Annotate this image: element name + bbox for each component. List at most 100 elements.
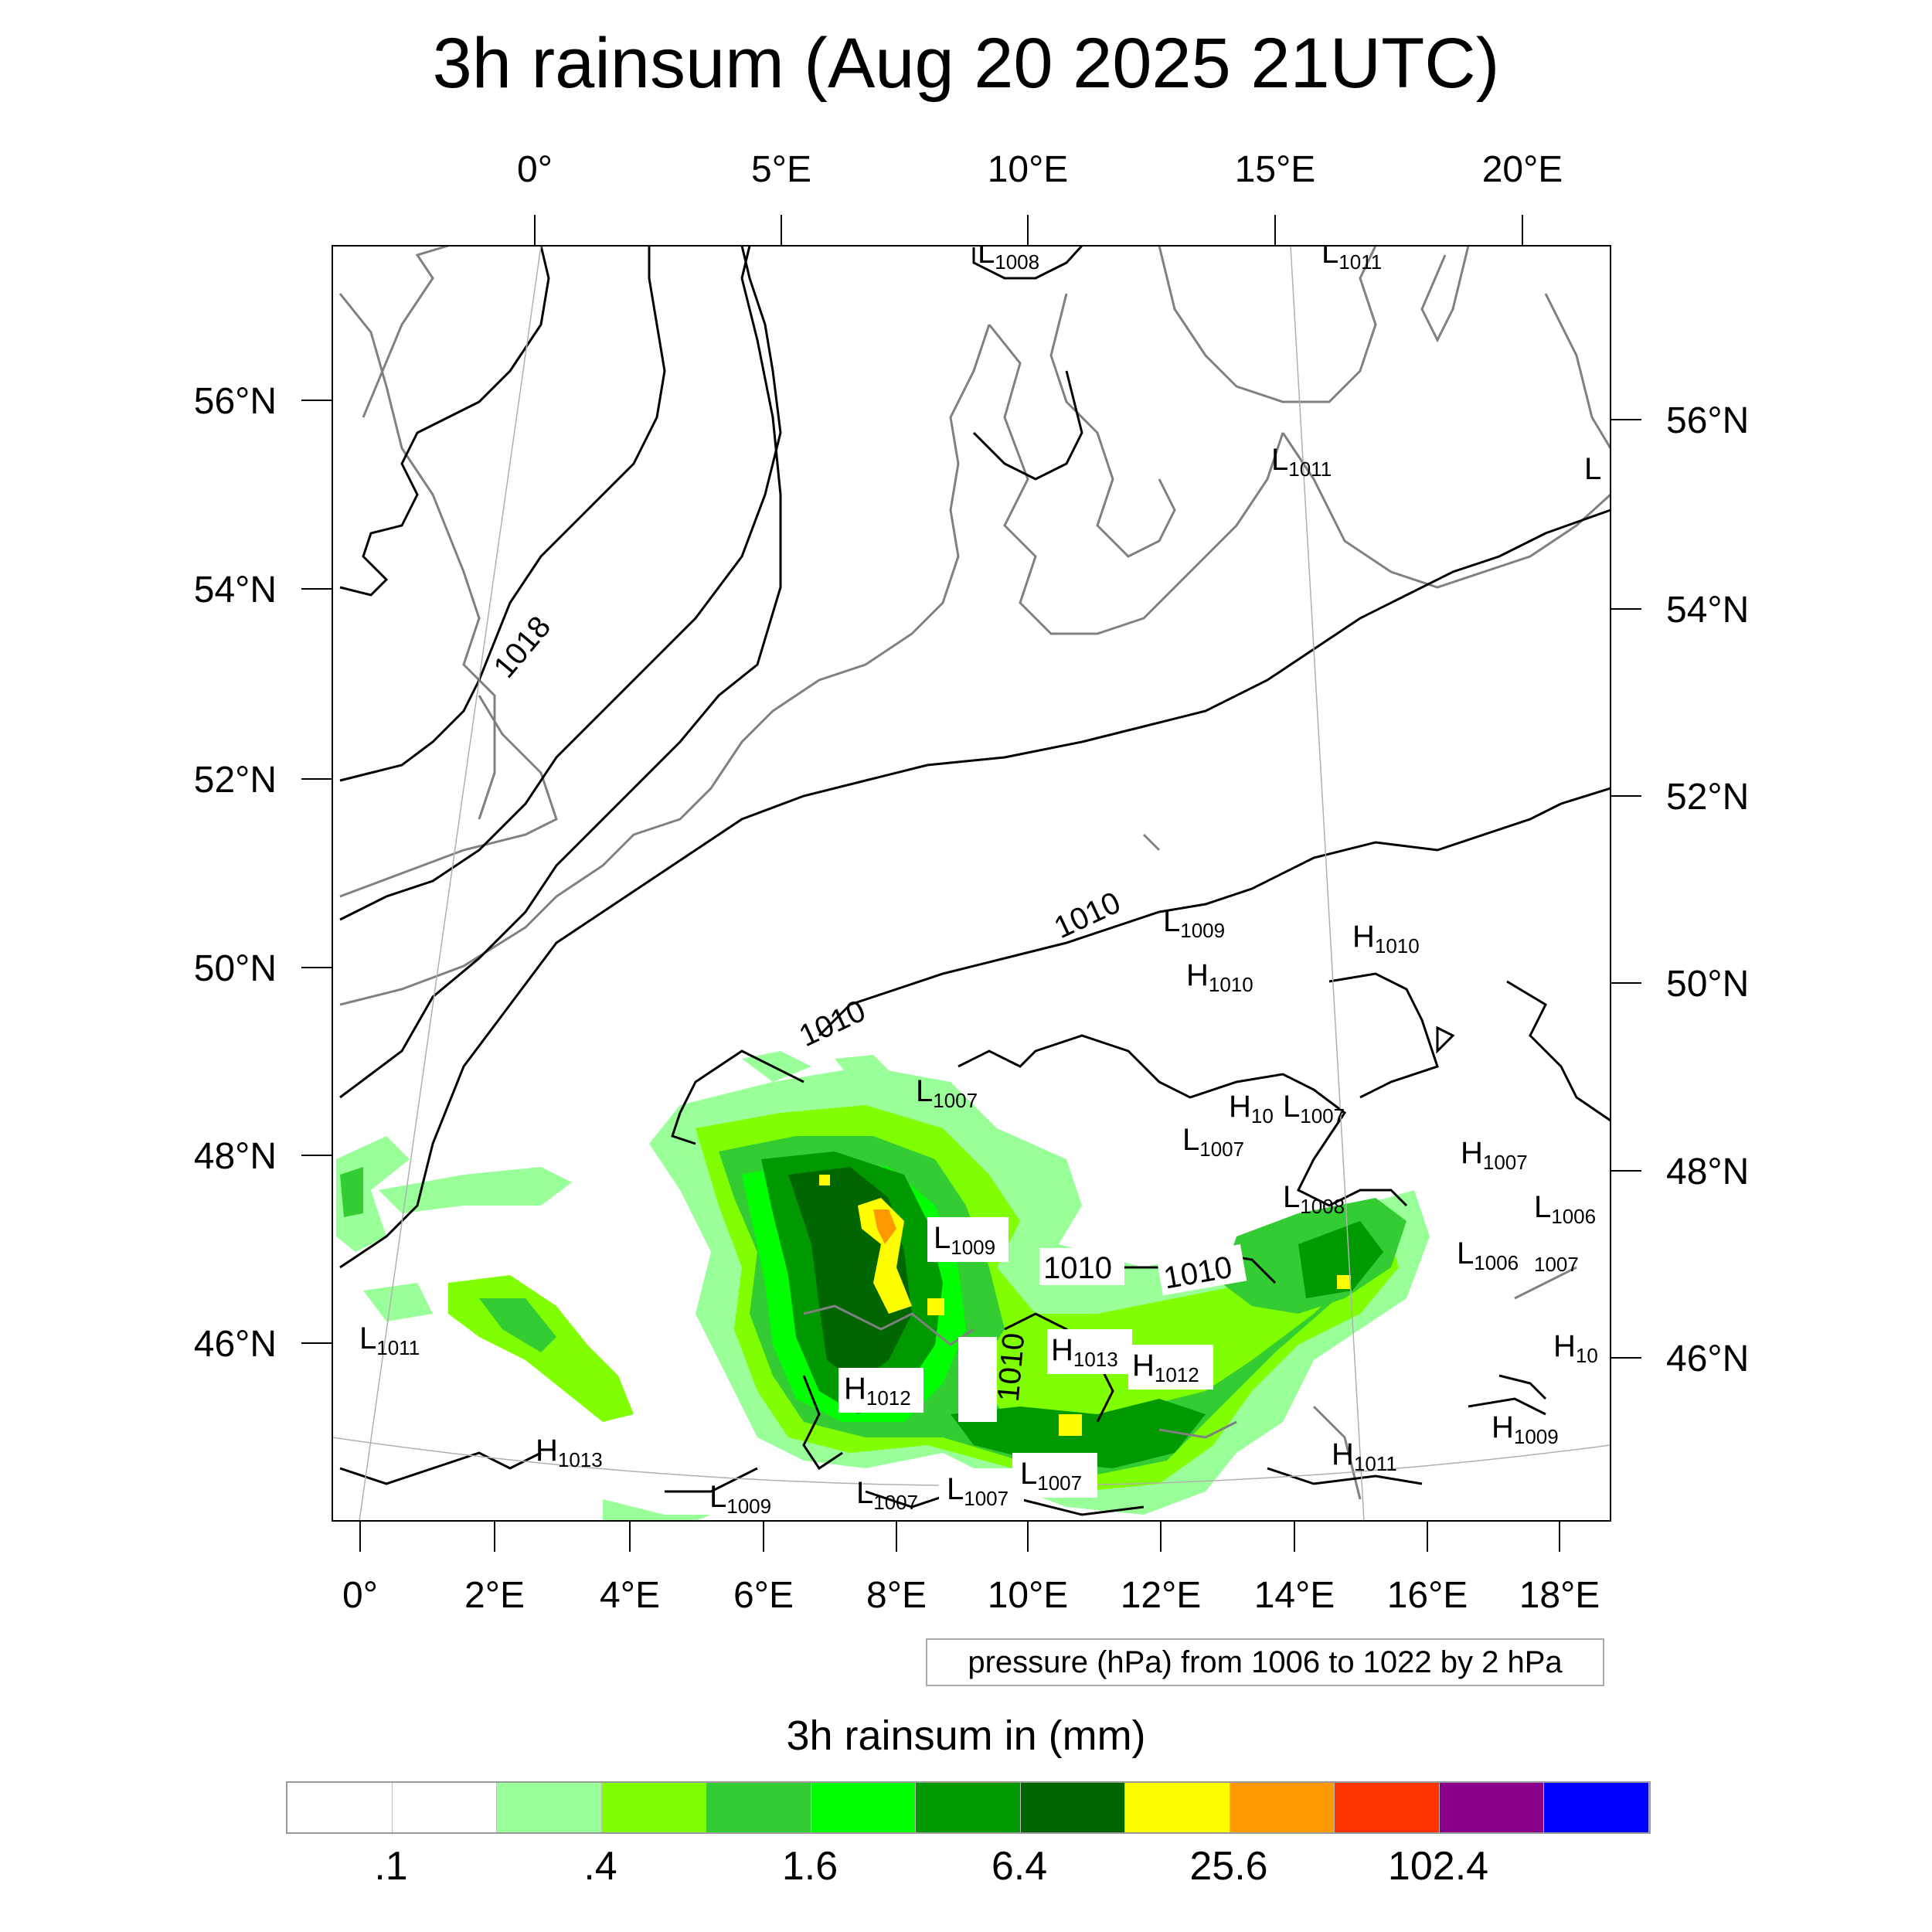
pressure-center: L1007 (1182, 1123, 1244, 1161)
colorbar-box (1020, 1783, 1125, 1832)
contour-label: 1018 (487, 610, 557, 684)
colorbar-box (706, 1783, 811, 1832)
pressure-info-box: pressure (hPa) from 1006 to 1022 by 2 hP… (926, 1638, 1604, 1686)
colorbar-box (287, 1783, 393, 1832)
colorbar-box (1439, 1783, 1544, 1832)
pressure-center: L1011 (1271, 443, 1332, 481)
rain-cell-yellow-3 (927, 1298, 944, 1315)
svg-text:L1007: L1007 (1182, 1123, 1244, 1161)
rain-cell-yellow (858, 1198, 912, 1314)
lat-label: 50°N (1666, 964, 1749, 1005)
colorbar-label: .4 (583, 1844, 617, 1889)
colorbar-box (1125, 1783, 1230, 1832)
svg-text:H1009: H1009 (1492, 1410, 1559, 1448)
pressure-center: H1007 (1461, 1136, 1528, 1174)
contour-label-boxed: 1010 (958, 1332, 1031, 1422)
rain-cell-orange (873, 1209, 896, 1244)
right-lat-labels: 56°N 54°N 52°N 50°N 48°N 46°N (1666, 400, 1749, 1379)
lon-label: 8°E (866, 1575, 927, 1616)
bottom-lon-labels: 0° 2°E 4°E 6°E 8°E 10°E 12°E 14°E 16°E 1… (342, 1575, 1600, 1616)
pressure-center: H1010 (1186, 958, 1253, 996)
pressure-center: L1007 (856, 1476, 918, 1514)
svg-text:L1011: L1011 (359, 1321, 420, 1359)
svg-text:L1008: L1008 (978, 236, 1039, 274)
pressure-center: H1010 (1352, 920, 1420, 957)
svg-text:H1010: H1010 (1352, 920, 1420, 957)
lat-label: 46°N (194, 1324, 277, 1365)
pressure-center: L1011 (359, 1321, 420, 1359)
pressure-center: L1009 (927, 1217, 1009, 1262)
left-lat-labels: 56°N 54°N 52°N 50°N 48°N 46°N (194, 381, 277, 1365)
colorbar-box (392, 1783, 497, 1832)
colorbar-label: 25.6 (1189, 1844, 1268, 1889)
pressure-center: L (1584, 452, 1601, 486)
rain-area-south-2 (603, 1499, 711, 1521)
svg-text:H1012: H1012 (844, 1372, 911, 1410)
lon-label: 0° (342, 1575, 378, 1616)
pressure-center: H1012 (1128, 1345, 1213, 1389)
lon-label: 12°E (1121, 1575, 1202, 1616)
colorbar-box (811, 1783, 916, 1832)
pressure-center: H1009 (1492, 1410, 1559, 1448)
svg-text:H1013: H1013 (1051, 1333, 1118, 1371)
colorbar-box (601, 1783, 706, 1832)
contour-label: 1010 (1043, 1251, 1112, 1285)
svg-text:L1011: L1011 (1321, 236, 1382, 274)
lat-label: 48°N (194, 1136, 277, 1177)
svg-text:L1007: L1007 (1283, 1090, 1345, 1128)
pressure-center: H1011 (1332, 1437, 1397, 1475)
svg-text:H1012: H1012 (1132, 1349, 1199, 1386)
lon-label: 6°E (733, 1575, 794, 1616)
rain-area-north-2 (835, 1055, 889, 1078)
contour-label-boxed: 1010 (1039, 1248, 1124, 1285)
svg-text:L1009: L1009 (709, 1480, 771, 1518)
pressure-center: H1013 (536, 1434, 603, 1471)
lat-label: 56°N (194, 381, 277, 422)
lon-label: 16°E (1387, 1575, 1468, 1616)
svg-text:L1006: L1006 (1457, 1236, 1519, 1274)
pressure-center: L1008 (978, 236, 1039, 274)
svg-text:H1013: H1013 (536, 1434, 603, 1471)
lat-label: 52°N (194, 760, 277, 801)
map-frame (332, 245, 1611, 1522)
rain-cell-yellow-5 (819, 1175, 830, 1185)
lon-label: 5°E (751, 149, 811, 190)
svg-text:L1009: L1009 (1163, 904, 1225, 942)
colorbar-box (1230, 1783, 1335, 1832)
rain-area-west-3b (479, 1298, 556, 1352)
tick-marks (301, 215, 1641, 1552)
svg-text:L: L (1584, 452, 1601, 486)
contour-label: 1010 (794, 994, 870, 1053)
lat-label: 54°N (1666, 590, 1749, 631)
colorbar (286, 1781, 1651, 1834)
lon-label: 10°E (988, 1575, 1069, 1616)
pressure-center: L1009 (1163, 904, 1225, 942)
top-lon-labels: 0° 5°E 10°E 15°E 20°E (517, 149, 1563, 190)
svg-text:L1007: L1007 (916, 1074, 978, 1112)
lon-label: 14°E (1254, 1575, 1335, 1616)
svg-text:L1009: L1009 (934, 1221, 995, 1259)
pressure-center: L1007 (916, 1074, 978, 1112)
pressure-center: L1007 (1012, 1453, 1097, 1498)
svg-text:L1006: L1006 (1534, 1190, 1596, 1228)
svg-text:H10: H10 (1553, 1329, 1598, 1367)
colorbar-label: 102.4 (1387, 1844, 1489, 1889)
rain-area-west-1b (340, 1167, 363, 1217)
lat-label: 50°N (194, 948, 277, 989)
pressure-center: H10 (1229, 1090, 1274, 1128)
contour-label: 1010 (992, 1332, 1032, 1403)
svg-text:L1007: L1007 (856, 1476, 918, 1514)
lon-label: 4°E (600, 1575, 660, 1616)
pressure-center: L1007 (939, 1468, 1024, 1513)
svg-text:L1011: L1011 (1271, 443, 1332, 481)
pressure-center: L1006 (1534, 1190, 1596, 1228)
rain-area-east-core (1298, 1221, 1383, 1298)
lon-label: 18°E (1519, 1575, 1600, 1616)
pressure-center: L1007 (1283, 1090, 1345, 1128)
pressure-center: H1013 (1047, 1329, 1132, 1374)
pressure-center: H10 (1553, 1329, 1598, 1367)
lon-label: 2°E (464, 1575, 525, 1616)
coastlines (338, 246, 1611, 1500)
lat-label: 46°N (1666, 1338, 1749, 1379)
svg-text:H1010: H1010 (1186, 958, 1253, 996)
